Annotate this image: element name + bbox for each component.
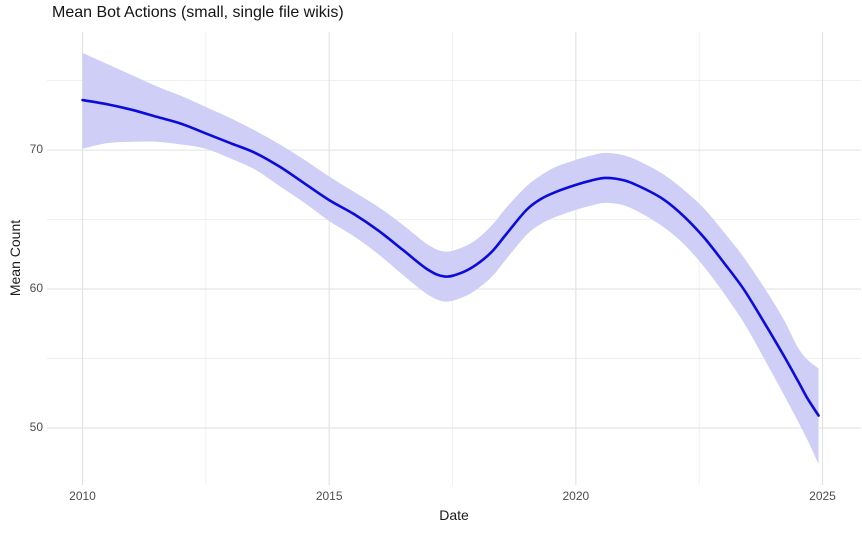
x-tick-label-2020: 2020 (562, 489, 590, 503)
x-tick-label-2015: 2015 (315, 489, 343, 503)
trend-line (81, 98, 820, 417)
chart-title: Mean Bot Actions (small, single file wik… (52, 4, 344, 21)
y-tick-label-60: 60 (29, 281, 43, 296)
x-tick-label-2025: 2025 (809, 489, 836, 503)
x-axis-title: Date (439, 507, 469, 523)
y-tick-label-70: 70 (29, 142, 43, 157)
y-tick-label-50: 50 (29, 420, 43, 435)
confidence-ribbon (82, 52, 819, 465)
x-tick-label-2010: 2010 (69, 489, 96, 503)
